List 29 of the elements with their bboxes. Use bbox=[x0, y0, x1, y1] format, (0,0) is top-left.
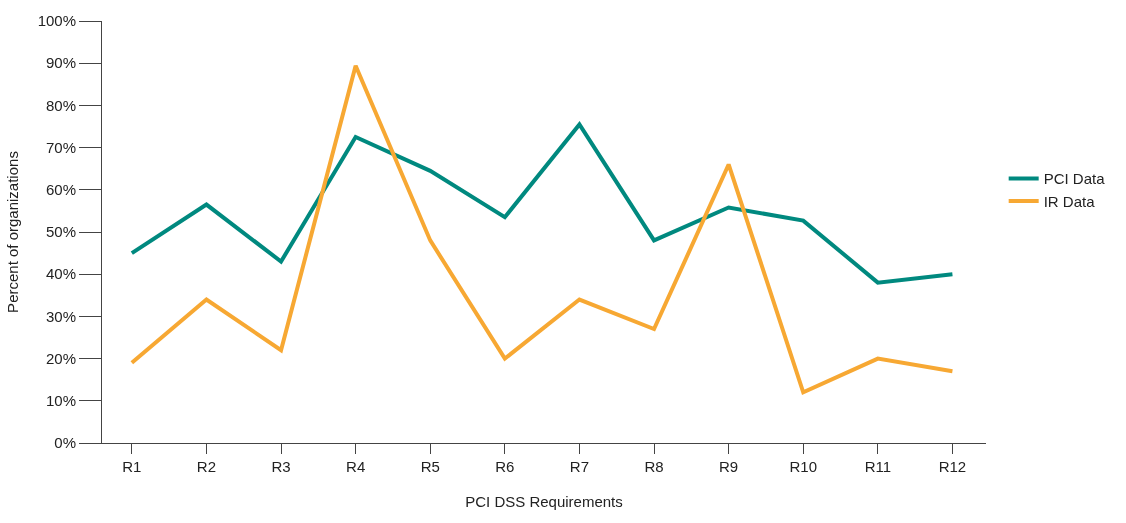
x-tick-label: R7 bbox=[569, 458, 590, 475]
y-tick-label: 0% bbox=[54, 434, 76, 452]
y-tick-label: 100% bbox=[37, 12, 76, 30]
y-tick-label: 30% bbox=[45, 307, 76, 325]
y-tick-label: 90% bbox=[45, 54, 76, 72]
x-tick-label: R11 bbox=[864, 458, 892, 475]
y-tick-label: 60% bbox=[45, 181, 76, 199]
y-tick-label: 20% bbox=[45, 349, 76, 367]
x-tick-label: R4 bbox=[346, 458, 366, 475]
line-series bbox=[129, 63, 955, 395]
x-tick-label: R10 bbox=[789, 458, 817, 475]
x-tick-label: R5 bbox=[420, 458, 440, 475]
x-tick-label: R3 bbox=[271, 458, 291, 475]
x-tick-label: R1 bbox=[122, 458, 142, 475]
y-tick-label: 10% bbox=[45, 392, 76, 410]
y-tick-label: 40% bbox=[45, 265, 76, 283]
legend-label: IR Data bbox=[1043, 192, 1096, 210]
x-tick-label: R9 bbox=[719, 458, 739, 475]
x-axis-title: PCI DSS Requirements bbox=[465, 493, 623, 510]
y-axis-title: Percent of organizations bbox=[3, 151, 21, 313]
line-series bbox=[129, 122, 955, 285]
legend-label: PCI Data bbox=[1043, 170, 1106, 188]
x-tick-label: R8 bbox=[644, 458, 664, 475]
x-tick-label: R2 bbox=[196, 458, 217, 475]
x-tick-label: R6 bbox=[495, 458, 515, 475]
y-tick-label: 50% bbox=[45, 223, 76, 241]
y-tick-label: 70% bbox=[45, 138, 76, 156]
x-tick-label: R12 bbox=[938, 458, 967, 475]
y-tick-label: 80% bbox=[45, 96, 76, 114]
